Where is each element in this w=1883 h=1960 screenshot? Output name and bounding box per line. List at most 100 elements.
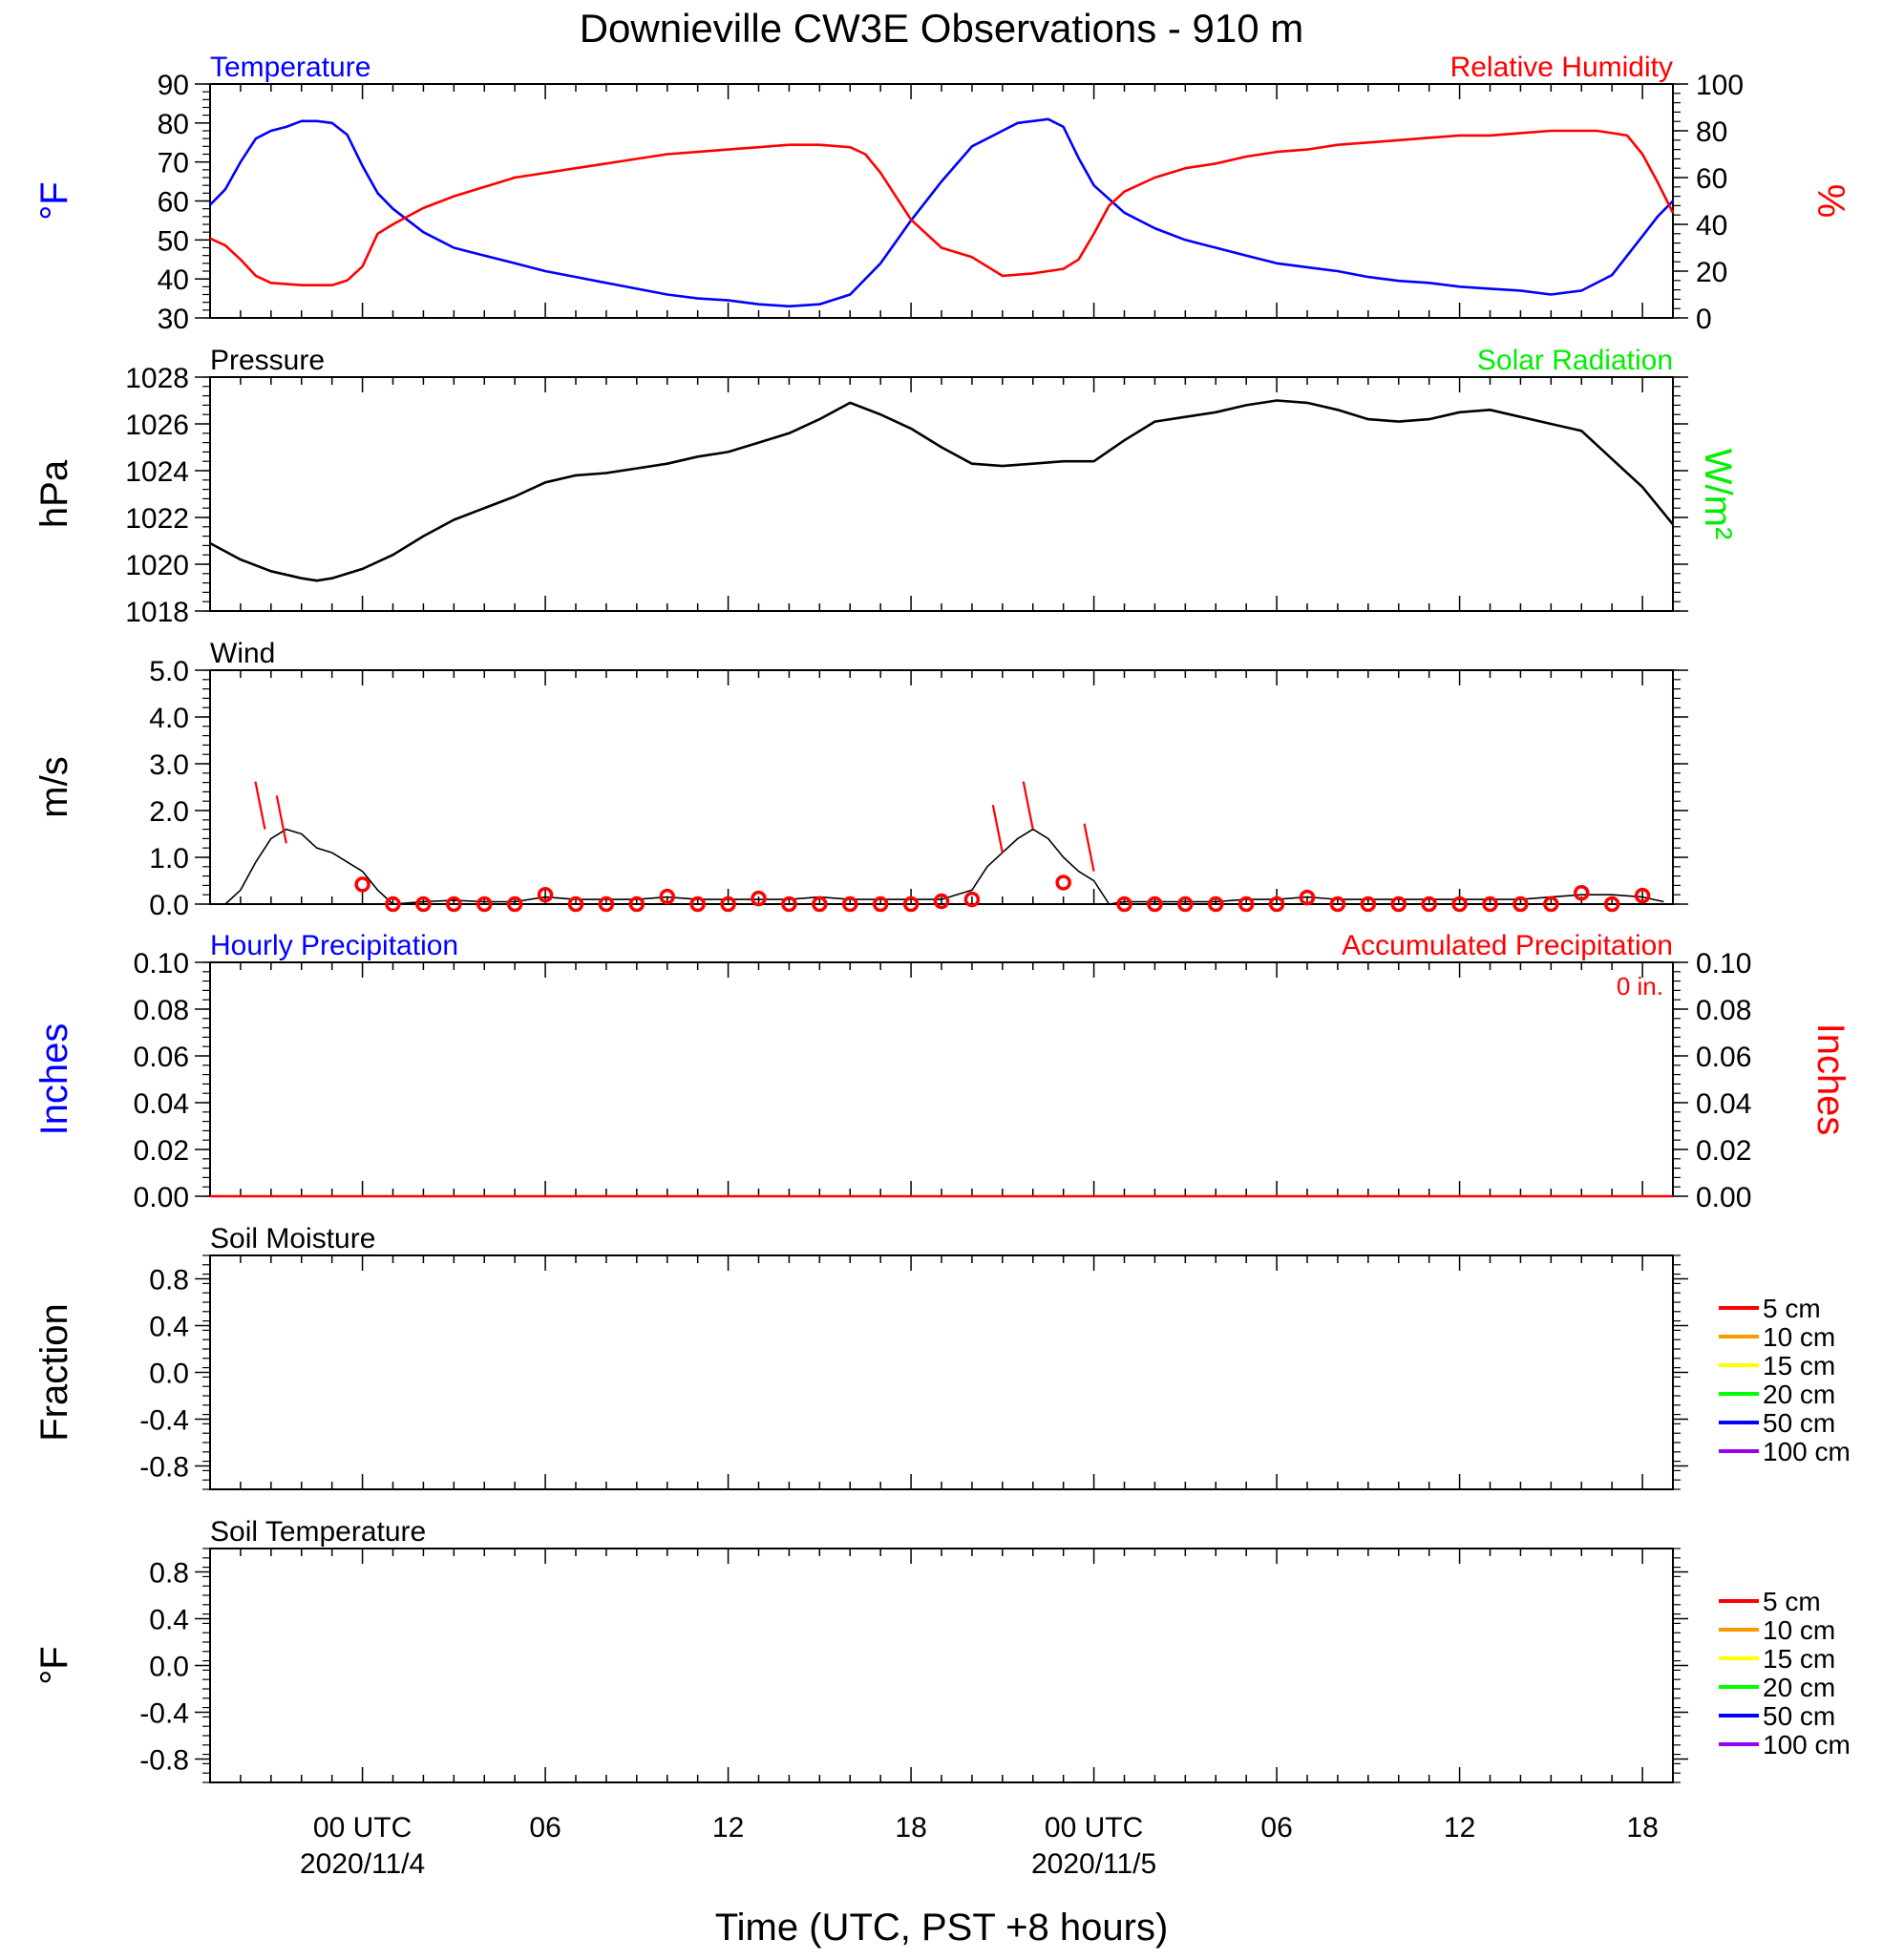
wind-marker (781, 896, 797, 913)
y-tick-label: 0.0 (149, 890, 189, 921)
y-axis-label: °F (33, 181, 75, 220)
panels: 90 80 70 60 50 40 30 100 80 60 40 20 0 Temperature Rel… (33, 52, 1851, 1783)
wind-marker (1634, 887, 1651, 904)
wind-marker (628, 896, 645, 913)
y-axis-label: hPa (33, 459, 75, 528)
wind-marker (354, 876, 370, 893)
legend-label: 50 cm (1763, 1701, 1835, 1731)
wind-marker (1208, 896, 1224, 913)
wind-marker (933, 893, 950, 910)
y-axis-label-right: W/m² (1697, 449, 1739, 540)
wind-marker (872, 896, 889, 913)
x-axis-labels: 00 UTC 2020/11/4 06 12 18 00 UTC 2020/11/5 06 12… (300, 1812, 1659, 1880)
wind-marker (1390, 896, 1407, 913)
y-tick-label: 1026 (125, 410, 189, 441)
panel-title-right: Solar Radiation (1477, 345, 1673, 376)
panel-title-left: Hourly Precipitation (210, 930, 458, 961)
y-tick-label: 0.4 (149, 1312, 189, 1343)
y-tick-label: 0.02 (134, 1135, 189, 1167)
series-line-wind (224, 828, 1664, 905)
wind-marker (506, 896, 523, 913)
legend-label: 15 cm (1763, 1644, 1835, 1674)
panel-precip: 0.10 0.08 0.06 0.04 0.02 0.00 0.10 0.08 0.06 0.04… (33, 930, 1851, 1213)
wind-marker (1268, 896, 1285, 913)
y-right-tick-label: 80 (1696, 116, 1727, 148)
panel-title-right: Relative Humidity (1450, 52, 1673, 83)
y-tick-label: 0.0 (149, 1652, 189, 1683)
wind-marker (415, 896, 432, 913)
y-axis-label-right: Inches (1809, 1023, 1851, 1136)
y-tick-label: 1028 (125, 363, 189, 394)
y-axis-label-right: % (1809, 184, 1851, 219)
panel-title-left: Soil Temperature (210, 1516, 426, 1548)
wind-marker (1603, 896, 1620, 913)
y-tick-label: 0.04 (134, 1088, 189, 1120)
panel-frame (209, 961, 1674, 1197)
series-line-relative-humidity (209, 129, 1675, 287)
y-tick-label: 1020 (125, 550, 189, 581)
y-tick-label: 0.06 (134, 1042, 189, 1073)
wind-barb (1022, 781, 1034, 830)
y-axis-label: °F (33, 1646, 75, 1684)
panel-pressure: 1028 1026 1024 1022 1020 1018 Pressure Solar Ra… (33, 345, 1739, 628)
y-tick-label: -0.8 (139, 1745, 189, 1777)
legend-label: 20 cm (1763, 1673, 1835, 1702)
wind-marker (385, 896, 401, 913)
panel-frame (209, 376, 1674, 612)
legend-label: 10 cm (1763, 1322, 1835, 1352)
wind-marker (1421, 896, 1437, 913)
x-tick-label: 06 (1260, 1812, 1292, 1844)
x-tick-label: 00 UTC (313, 1812, 412, 1844)
x-tick-label: 18 (1626, 1812, 1658, 1844)
panel-title-left: Pressure (210, 345, 325, 376)
y-axis-label: Inches (33, 1023, 75, 1136)
wind-marker (902, 896, 920, 913)
wind-marker (1238, 896, 1255, 913)
y-tick-label: -0.8 (139, 1452, 189, 1484)
y-tick-label: 40 (158, 264, 189, 296)
legend-label: 5 cm (1763, 1587, 1821, 1616)
y-right-tick-label: 0.06 (1696, 1042, 1751, 1073)
wind-barb (1083, 823, 1095, 872)
legend-label: 50 cm (1763, 1408, 1835, 1438)
y-tick-label: -0.4 (139, 1698, 189, 1730)
wind-marker (1482, 896, 1498, 913)
legend-label: 100 cm (1763, 1437, 1851, 1466)
wind-marker (963, 891, 981, 908)
y-tick-label: 1.0 (149, 843, 189, 875)
wind-marker (659, 888, 675, 905)
y-tick-label: 2.0 (149, 796, 189, 828)
panel-frame (209, 1254, 1674, 1490)
y-right-tick-label: 0.08 (1696, 995, 1751, 1026)
panel-frame (209, 669, 1674, 905)
x-tick-date: 2020/11/5 (1031, 1848, 1156, 1880)
wind-marker (1513, 896, 1529, 913)
y-right-tick-label: 60 (1696, 163, 1727, 195)
wind-marker (1299, 889, 1316, 906)
y-tick-label: 0.08 (134, 995, 189, 1026)
x-axis-label: Time (UTC, PST +8 hours) (715, 1907, 1169, 1949)
y-right-tick-label: 0.04 (1696, 1088, 1751, 1120)
wind-marker (751, 890, 767, 907)
x-tick-label: 12 (712, 1812, 744, 1844)
x-tick-label: 00 UTC (1045, 1812, 1143, 1844)
y-tick-label: 0.8 (149, 1558, 189, 1590)
panel-title-left: Temperature (210, 52, 370, 83)
y-tick-label: 0.10 (134, 948, 189, 980)
y-axis-label: m/s (33, 756, 75, 817)
y-right-tick-label: 40 (1696, 210, 1727, 242)
series-line-temperature (209, 117, 1674, 308)
y-right-tick-label: 100 (1696, 70, 1744, 101)
y-tick-label: 0.8 (149, 1265, 189, 1296)
y-tick-label: 3.0 (149, 749, 189, 781)
y-tick-label: 1024 (125, 456, 189, 488)
wind-marker (567, 896, 584, 913)
wind-marker (1116, 896, 1132, 913)
wind-marker (476, 896, 493, 913)
y-tick-label: 70 (158, 148, 189, 179)
wind-marker (1543, 896, 1559, 913)
precip-total-annotation: 0 in. (1617, 972, 1663, 1001)
panel-frame (209, 83, 1674, 319)
